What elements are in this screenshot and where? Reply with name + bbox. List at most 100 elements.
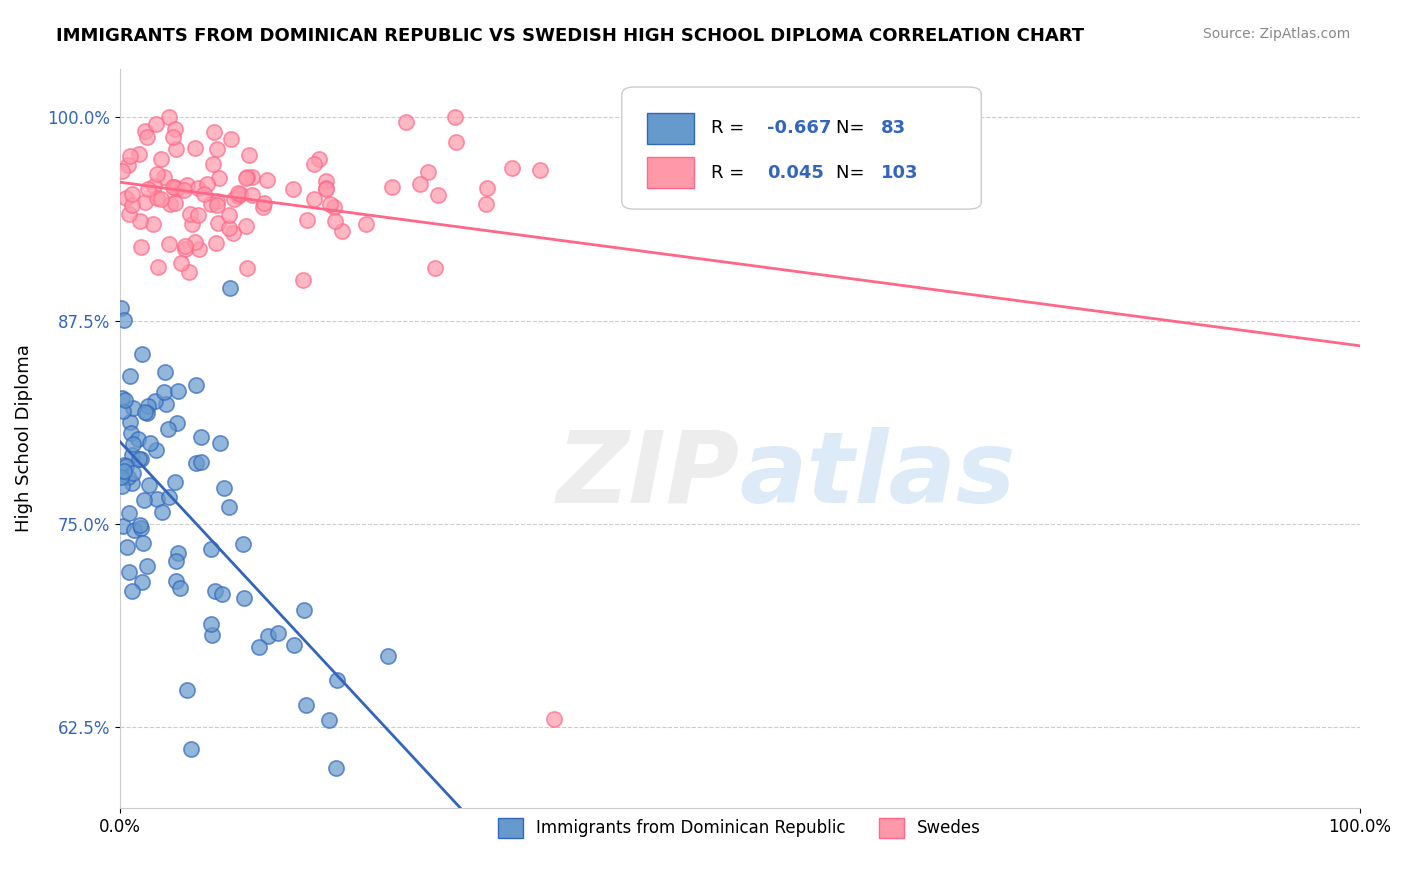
Point (205, 235, 228, 250)
Point (229, 186, 252, 201)
Point (426, 188, 449, 202)
Point (184, 141, 207, 155)
Point (418, 164, 440, 178)
Point (110, 470, 132, 484)
Point (283, 638, 305, 652)
Point (207, 197, 229, 211)
Text: N=: N= (837, 120, 870, 137)
Point (257, 629, 280, 643)
Point (477, 180, 499, 194)
Point (122, 401, 145, 416)
Point (209, 436, 232, 450)
Point (235, 219, 257, 234)
Point (153, 169, 176, 184)
Point (117, 158, 139, 172)
Point (132, 493, 155, 508)
Point (129, 451, 152, 466)
Point (157, 111, 180, 125)
Point (121, 584, 143, 599)
Point (128, 147, 150, 161)
Point (131, 575, 153, 590)
Point (200, 617, 222, 632)
Point (132, 536, 155, 550)
Point (184, 378, 207, 392)
Point (297, 213, 319, 227)
Point (315, 181, 337, 195)
Y-axis label: High School Diploma: High School Diploma (15, 344, 32, 533)
Point (224, 192, 246, 206)
Point (202, 125, 225, 139)
Point (124, 524, 146, 538)
Point (193, 187, 215, 202)
Point (120, 369, 142, 384)
Point (315, 182, 337, 196)
Text: 0.045: 0.045 (766, 164, 824, 182)
Point (136, 130, 159, 145)
Point (166, 416, 188, 430)
Legend: Immigrants from Dominican Republic, Swedes: Immigrants from Dominican Republic, Swed… (491, 811, 988, 845)
Point (136, 406, 159, 420)
Point (187, 180, 209, 194)
Text: IMMIGRANTS FROM DOMINICAN REPUBLIC VS SWEDISH HIGH SCHOOL DIPLOMA CORRELATION CH: IMMIGRANTS FROM DOMINICAN REPUBLIC VS SW… (56, 27, 1084, 45)
Point (127, 432, 149, 446)
Text: Source: ZipAtlas.com: Source: ZipAtlas.com (1202, 27, 1350, 41)
Point (163, 122, 186, 136)
Point (252, 196, 274, 211)
Point (219, 281, 242, 295)
Point (150, 505, 173, 519)
Point (302, 192, 325, 206)
Point (136, 399, 159, 413)
Point (200, 541, 222, 556)
Point (205, 142, 228, 156)
Point (143, 394, 166, 409)
Point (252, 200, 274, 214)
Point (184, 235, 207, 249)
Point (129, 240, 152, 254)
Point (173, 242, 195, 256)
Point (166, 384, 188, 398)
Point (176, 178, 198, 192)
Point (157, 236, 180, 251)
Point (118, 507, 141, 521)
Point (157, 490, 180, 504)
Point (218, 220, 240, 235)
Point (201, 628, 224, 642)
Point (377, 648, 399, 663)
Point (444, 111, 467, 125)
Point (117, 540, 139, 554)
Point (181, 217, 204, 231)
Point (315, 174, 337, 188)
Point (184, 456, 207, 470)
Point (134, 124, 156, 138)
Point (165, 142, 187, 156)
Point (111, 403, 134, 417)
Point (446, 135, 468, 149)
Point (120, 426, 142, 441)
Point (381, 180, 404, 194)
Point (146, 191, 169, 205)
Point (165, 181, 187, 195)
Point (325, 761, 347, 775)
Text: N=: N= (837, 164, 870, 182)
Point (235, 171, 257, 186)
Point (114, 191, 136, 205)
Point (423, 260, 446, 275)
Point (153, 384, 176, 399)
Point (166, 182, 188, 196)
Point (138, 478, 160, 492)
Point (325, 213, 347, 227)
Point (111, 391, 134, 405)
Point (143, 178, 166, 193)
Text: R =: R = (711, 120, 749, 137)
Point (114, 393, 136, 408)
Point (142, 217, 165, 231)
Point (122, 466, 145, 480)
Point (323, 201, 346, 215)
Point (112, 519, 135, 533)
Point (190, 430, 212, 444)
Point (165, 554, 187, 568)
Point (174, 239, 197, 253)
Point (202, 157, 225, 171)
Point (134, 194, 156, 209)
Point (529, 162, 551, 177)
